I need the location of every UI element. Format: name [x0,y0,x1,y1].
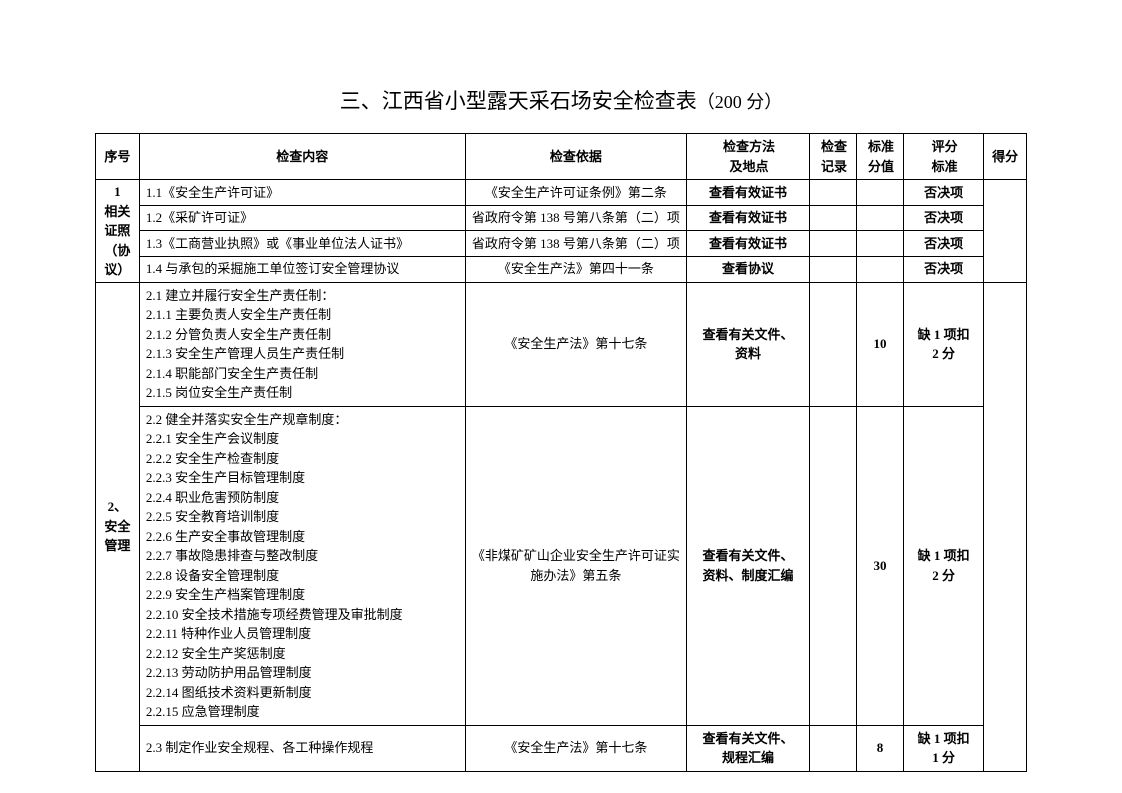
g1-r2-record [809,205,856,231]
g1-r3-basis: 省政府令第 138 号第八条第（二）项 [465,231,686,257]
g1-r2-std [857,205,904,231]
g2-r2-content: 2.2 健全并落实安全生产规章制度： 2.2.1 安全生产会议制度 2.2.2 … [139,406,465,725]
g1-r1-record [809,180,856,206]
g1-score [984,180,1027,283]
g1-r2: 1.2《采矿许可证》 省政府令第 138 号第八条第（二）项 查看有效证书 否决… [96,205,1027,231]
g1-r4-method: 查看协议 [687,256,810,282]
header-row: 序号 检查内容 检查依据 检查方法 及地点 检查 记录 标准 分值 评分 标准 … [96,134,1027,180]
g2-r1-content: 2.1 建立并履行安全生产责任制： 2.1.1 主要负责人安全生产责任制 2.1… [139,282,465,406]
h-record: 检查 记录 [809,134,856,180]
g2-r2-record [809,406,856,725]
g2-r3-basis: 《安全生产法》第十七条 [465,725,686,771]
g1-r3: 1.3《工商营业执照》或《事业单位法人证书》 省政府令第 138 号第八条第（二… [96,231,1027,257]
g2-seq: 2、 安全 管理 [96,282,140,771]
g2-r3-method: 查看有关文件、 规程汇编 [687,725,810,771]
h-seq: 序号 [96,134,140,180]
g1-r1-basis: 《安全生产许可证条例》第二条 [465,180,686,206]
inspection-table: 序号 检查内容 检查依据 检查方法 及地点 检查 记录 标准 分值 评分 标准 … [95,133,1027,772]
g1-r2-content: 1.2《采矿许可证》 [139,205,465,231]
g1-r1: 1 相关 证照 （协 议） 1.1《安全生产许可证》 《安全生产许可证条例》第二… [96,180,1027,206]
g2-r3-record [809,725,856,771]
g1-r1-content: 1.1《安全生产许可证》 [139,180,465,206]
g2-r3-std: 8 [857,725,904,771]
title-main: 三、江西省小型露天采石场安全检查表 [340,89,697,113]
g1-r3-method: 查看有效证书 [687,231,810,257]
document-title: 三、江西省小型露天采石场安全检查表（200 分） [95,85,1027,115]
g1-r2-method: 查看有效证书 [687,205,810,231]
g1-r2-basis: 省政府令第 138 号第八条第（二）项 [465,205,686,231]
g2-r2-std: 30 [857,406,904,725]
g1-r3-record [809,231,856,257]
g1-r2-criteria: 否决项 [904,205,984,231]
g2-r1-std: 10 [857,282,904,406]
g2-r3-content: 2.3 制定作业安全规程、各工种操作规程 [139,725,465,771]
g2-r3: 2.3 制定作业安全规程、各工种操作规程 《安全生产法》第十七条 查看有关文件、… [96,725,1027,771]
g2-r2-criteria: 缺 1 项扣 2 分 [904,406,984,725]
g1-r4: 1.4 与承包的采掘施工单位签订安全管理协议 《安全生产法》第四十一条 查看协议… [96,256,1027,282]
g1-r4-criteria: 否决项 [904,256,984,282]
g2-r1-record [809,282,856,406]
g1-r4-record [809,256,856,282]
g2-r3-criteria: 缺 1 项扣 1 分 [904,725,984,771]
g1-r3-criteria: 否决项 [904,231,984,257]
g2-r2: 2.2 健全并落实安全生产规章制度： 2.2.1 安全生产会议制度 2.2.2 … [96,406,1027,725]
g1-r3-content: 1.3《工商营业执照》或《事业单位法人证书》 [139,231,465,257]
h-method: 检查方法 及地点 [687,134,810,180]
h-score: 得分 [984,134,1027,180]
h-content: 检查内容 [139,134,465,180]
g1-r4-std [857,256,904,282]
g1-r1-criteria: 否决项 [904,180,984,206]
g2-r2-method: 查看有关文件、 资料、制度汇编 [687,406,810,725]
h-std: 标准 分值 [857,134,904,180]
g2-r2-basis: 《非煤矿矿山企业安全生产许可证实 施办法》第五条 [465,406,686,725]
g2-r1-method: 查看有关文件、 资料 [687,282,810,406]
g2-r1-basis: 《安全生产法》第十七条 [465,282,686,406]
g1-seq: 1 相关 证照 （协 议） [96,180,140,283]
g2-score [984,282,1027,771]
g2-r1: 2、 安全 管理 2.1 建立并履行安全生产责任制： 2.1.1 主要负责人安全… [96,282,1027,406]
g1-r1-method: 查看有效证书 [687,180,810,206]
h-basis: 检查依据 [465,134,686,180]
g2-r1-criteria: 缺 1 项扣 2 分 [904,282,984,406]
g1-r1-std [857,180,904,206]
title-paren: （200 分） [697,92,783,112]
g1-r3-std [857,231,904,257]
h-criteria: 评分 标准 [904,134,984,180]
g1-r4-content: 1.4 与承包的采掘施工单位签订安全管理协议 [139,256,465,282]
g1-r4-basis: 《安全生产法》第四十一条 [465,256,686,282]
document-page: 三、江西省小型露天采石场安全检查表（200 分） 序号 检查内容 检查依据 检查… [0,0,1122,793]
